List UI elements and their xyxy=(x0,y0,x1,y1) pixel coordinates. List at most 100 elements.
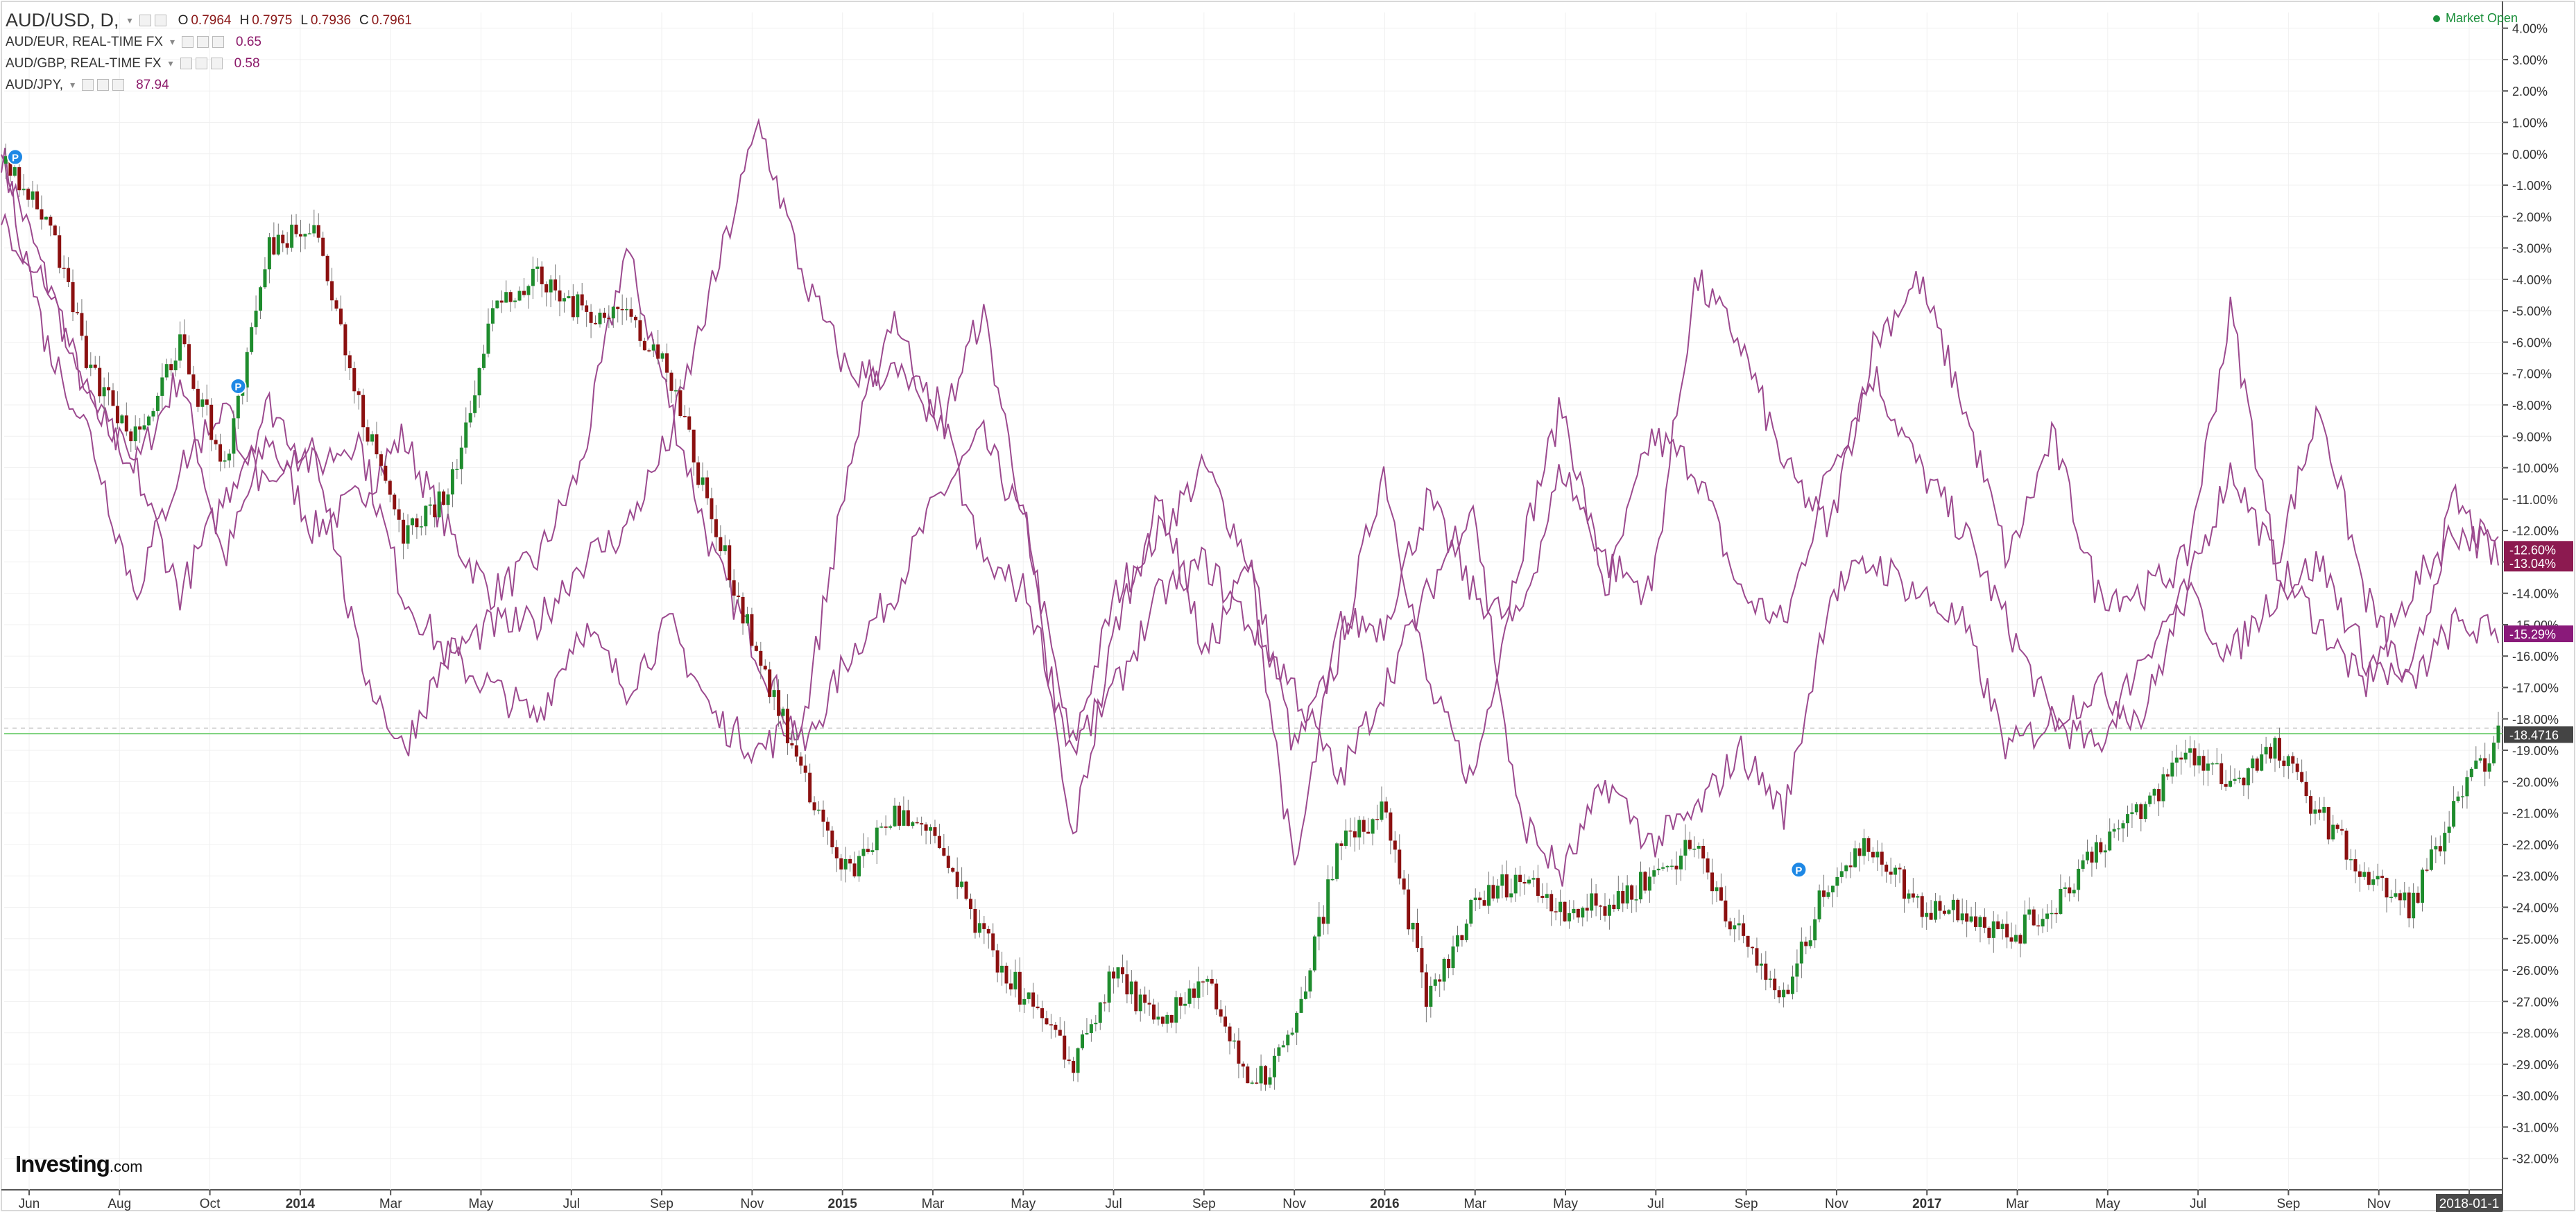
x-axis: Jun Aug Oct 2014 Mar May Jul Sep Nov 2015 Mar May Ju… xyxy=(19,1190,2502,1212)
eye-icon[interactable] xyxy=(182,36,194,48)
candle xyxy=(468,413,472,423)
close-icon[interactable] xyxy=(210,58,223,69)
candle xyxy=(2219,763,2224,784)
candle xyxy=(1866,838,1871,852)
event-marker-icon[interactable]: P xyxy=(1790,861,1808,878)
candle xyxy=(1607,904,1611,916)
candle xyxy=(2023,914,2027,944)
investing-logo[interactable]: Investing.com xyxy=(15,1151,143,1177)
candle xyxy=(1442,958,1446,982)
candle xyxy=(2170,762,2174,777)
candle xyxy=(968,899,972,910)
candle xyxy=(384,465,388,481)
candle xyxy=(2421,869,2425,903)
candle xyxy=(58,235,62,268)
y-tick-label: -22.00% xyxy=(2512,838,2559,852)
y-tick-label: -24.00% xyxy=(2512,901,2559,915)
event-marker-label: P xyxy=(1795,865,1802,876)
candle xyxy=(1808,940,1812,946)
candle xyxy=(508,292,513,302)
candle xyxy=(1647,876,1651,891)
candle xyxy=(785,709,789,743)
candle xyxy=(1080,1034,1084,1048)
y-tick-label: -27.00% xyxy=(2512,995,2559,1009)
candle xyxy=(2376,876,2380,880)
candle xyxy=(1049,1024,1053,1025)
y-tick-label: -20.00% xyxy=(2512,775,2559,789)
candle xyxy=(553,279,558,291)
candle xyxy=(1518,874,1522,883)
legend-compare-jpy[interactable]: AUD/JPY, ▾ 87.94 xyxy=(6,74,412,96)
candle xyxy=(2005,924,2009,937)
candle xyxy=(960,881,964,888)
y-tick-label: -30.00% xyxy=(2512,1089,2559,1103)
y-tick-label: -8.00% xyxy=(2512,399,2552,413)
compare-symbol-gbp[interactable]: AUD/GBP, REAL-TIME FX xyxy=(6,56,162,71)
candle xyxy=(1058,1030,1062,1036)
y-tick-label: -23.00% xyxy=(2512,869,2559,883)
event-markers[interactable]: P P P xyxy=(7,148,1808,878)
candle xyxy=(1152,1004,1156,1020)
settings-icon[interactable] xyxy=(154,15,166,26)
candle xyxy=(660,353,664,359)
candle xyxy=(1455,935,1459,947)
candle xyxy=(155,395,160,411)
candle xyxy=(147,416,151,426)
candle xyxy=(794,745,798,757)
chevron-down-icon[interactable]: ▾ xyxy=(169,36,175,47)
candle xyxy=(750,614,754,646)
y-tick-label: -4.00% xyxy=(2512,273,2552,287)
main-symbol[interactable]: AUD/USD, D, xyxy=(6,10,119,31)
last-value-badge: -18.4716 xyxy=(2504,726,2573,743)
candle xyxy=(111,390,115,406)
chevron-down-icon[interactable]: ▾ xyxy=(70,79,76,90)
candle xyxy=(75,312,79,313)
legend-compare-eur[interactable]: AUD/EUR, REAL-TIME FX ▾ 0.65 xyxy=(6,31,412,53)
compare-symbol-eur[interactable]: AUD/EUR, REAL-TIME FX xyxy=(6,35,163,49)
y-tick-label: -12.00% xyxy=(2512,524,2559,538)
settings-icon[interactable] xyxy=(97,79,110,91)
candle xyxy=(1237,1040,1241,1064)
candle xyxy=(1214,983,1219,1010)
eye-icon[interactable] xyxy=(139,15,151,26)
candle xyxy=(1308,970,1312,992)
candle xyxy=(1281,1045,1285,1048)
candle xyxy=(2344,830,2349,860)
eye-icon[interactable] xyxy=(180,58,192,69)
y-tick-label: -5.00% xyxy=(2512,304,2552,318)
legend-compare-gbp[interactable]: AUD/GBP, REAL-TIME FX ▾ 0.58 xyxy=(6,53,412,74)
candle xyxy=(379,454,383,466)
event-marker-icon[interactable]: P xyxy=(230,377,247,395)
chevron-down-icon[interactable]: ▾ xyxy=(168,58,173,69)
settings-icon[interactable] xyxy=(197,36,209,48)
compare-series xyxy=(1,117,2499,887)
candle xyxy=(1830,885,1835,892)
close-icon[interactable] xyxy=(212,36,225,48)
candle xyxy=(1751,946,1755,949)
candle xyxy=(1934,901,1938,920)
candle xyxy=(124,415,128,432)
y-tick-label: -10.00% xyxy=(2512,462,2559,476)
eye-icon[interactable] xyxy=(82,79,94,91)
x-tick-label: Nov xyxy=(2367,1197,2391,1211)
close-icon[interactable] xyxy=(112,79,125,91)
candle xyxy=(1991,921,1995,938)
event-marker-icon[interactable]: P xyxy=(7,148,24,166)
candle xyxy=(1116,967,1120,979)
candle xyxy=(482,354,486,368)
candle xyxy=(549,279,553,293)
candle xyxy=(669,372,673,391)
candle xyxy=(1612,904,1616,910)
candle xyxy=(893,805,897,826)
candle xyxy=(1183,1003,1187,1006)
candle xyxy=(8,156,12,176)
candle xyxy=(173,360,178,370)
compare-symbol-jpy[interactable]: AUD/JPY, xyxy=(6,78,64,92)
candle xyxy=(1464,924,1468,940)
candle xyxy=(2460,796,2464,797)
settings-icon[interactable] xyxy=(195,58,207,69)
candle xyxy=(330,281,334,301)
chevron-down-icon[interactable]: ▾ xyxy=(127,15,132,26)
